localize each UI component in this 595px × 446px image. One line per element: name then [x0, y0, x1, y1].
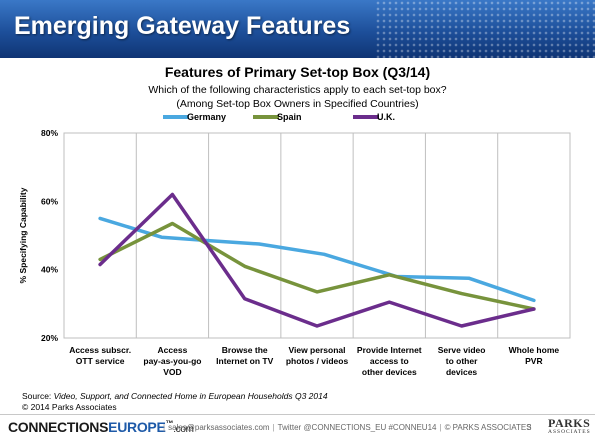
chart-legend: Germany Spain U.K.: [163, 112, 395, 122]
y-tick-label-1: 40%: [41, 265, 58, 275]
x-tick-label-1: Access pay-as-you-go VOD: [143, 345, 201, 377]
chart-subtitle-2: (Among Set-top Box Owners in Specified C…: [176, 98, 419, 110]
y-tick-label-2: 60%: [41, 196, 58, 206]
banner-pattern: [375, 0, 595, 58]
source-title: Video, Support, and Connected Home in Eu…: [53, 391, 328, 401]
page-number: 3: [527, 423, 532, 432]
x-tick-label-5: Serve video to other devices: [438, 345, 486, 377]
x-tick-label-3: View personal photos / videos: [286, 345, 349, 366]
chart-title: Features of Primary Set-top Box (Q3/14): [164, 64, 431, 80]
footer-hashtag[interactable]: #CONNEU14: [388, 423, 437, 432]
y-axis: 20% 40% 60% 80% % Specifying Capability: [18, 128, 58, 343]
legend-label-0: Germany: [187, 112, 226, 122]
source-note: Source: Video, Support, and Connected Ho…: [22, 391, 328, 413]
parks-associates-logo: PARKS ASSOCIATES: [548, 416, 591, 435]
x-tick-label-0: Access subscr. OTT service: [69, 345, 131, 366]
chart-grid: [63, 132, 571, 339]
y-tick-label-0: 20%: [41, 333, 58, 343]
plot-frame: [63, 132, 571, 339]
footer-company: © PARKS ASSOCIATES: [444, 423, 532, 432]
x-tick-label-6: Whole home PVR: [509, 345, 560, 366]
x-tick-label-2: Browse the Internet on TV: [216, 345, 273, 366]
series-line-spain: [98, 221, 536, 311]
legend-label-2: U.K.: [377, 112, 395, 122]
slide-title: Emerging Gateway Features: [14, 12, 351, 40]
footer-twitter[interactable]: Twitter @CONNECTIONS_EU: [277, 423, 387, 432]
x-axis: Access subscr. OTT service Access pay-as-yo…: [69, 345, 559, 377]
footer: CONNECTIONSEUROPE™.com | sales@parksassoc…: [0, 414, 595, 446]
footer-contact: | sales@parksassociates.com | Twitter @CONN…: [163, 423, 532, 432]
x-tick-label-4: Provide Internet access to other devices: [357, 345, 422, 377]
chart-series: [98, 192, 536, 328]
y-tick-label-3: 80%: [41, 128, 58, 138]
connections-europe-logo: CONNECTIONSEUROPE™.com: [8, 419, 194, 435]
copyright-note: © 2014 Parks Associates: [22, 402, 117, 412]
legend-label-1: Spain: [277, 112, 302, 122]
series-line-uk: [98, 192, 536, 328]
footer-email[interactable]: sales@parksassociates.com: [168, 423, 270, 432]
chart-subtitle-1: Which of the following characteristics a…: [148, 84, 447, 96]
title-banner: Emerging Gateway Features: [0, 0, 595, 58]
source-prefix: Source:: [22, 391, 54, 401]
series-line-germany: [98, 216, 536, 303]
y-axis-label: % Specifying Capability: [18, 187, 28, 283]
footer-divider: [0, 414, 595, 415]
